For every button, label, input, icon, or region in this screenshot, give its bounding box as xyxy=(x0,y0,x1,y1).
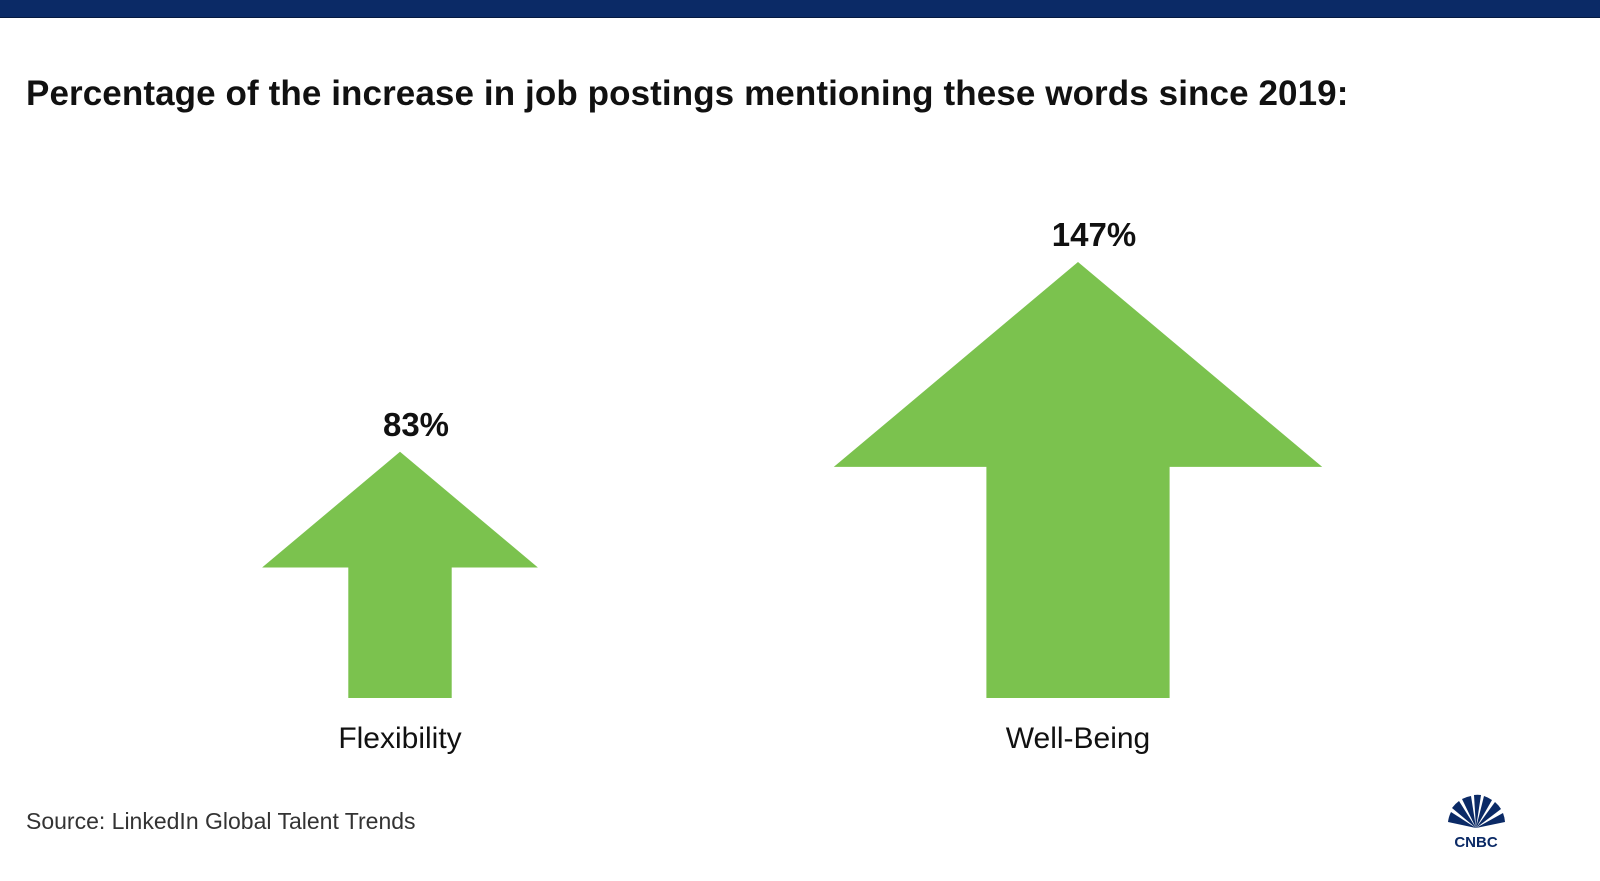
value-label-well-being: 147% xyxy=(1052,216,1136,253)
logo-wordmark: CNBC xyxy=(1454,834,1497,850)
value-label-flexibility: 83% xyxy=(383,406,449,443)
arrow-mark-flexibility xyxy=(262,451,538,698)
category-label-flexibility: Flexibility xyxy=(338,722,461,755)
peacock-icon xyxy=(1448,794,1505,828)
source-note: Source: LinkedIn Global Talent Trends xyxy=(26,808,416,834)
chart-title: Percentage of the increase in job postin… xyxy=(26,74,1349,113)
category-label-well-being: Well-Being xyxy=(1006,722,1151,755)
cnbc-logo: CNBC xyxy=(1448,794,1505,850)
arrow-mark-well-being xyxy=(833,262,1323,698)
top-banner-bar xyxy=(0,0,1600,18)
